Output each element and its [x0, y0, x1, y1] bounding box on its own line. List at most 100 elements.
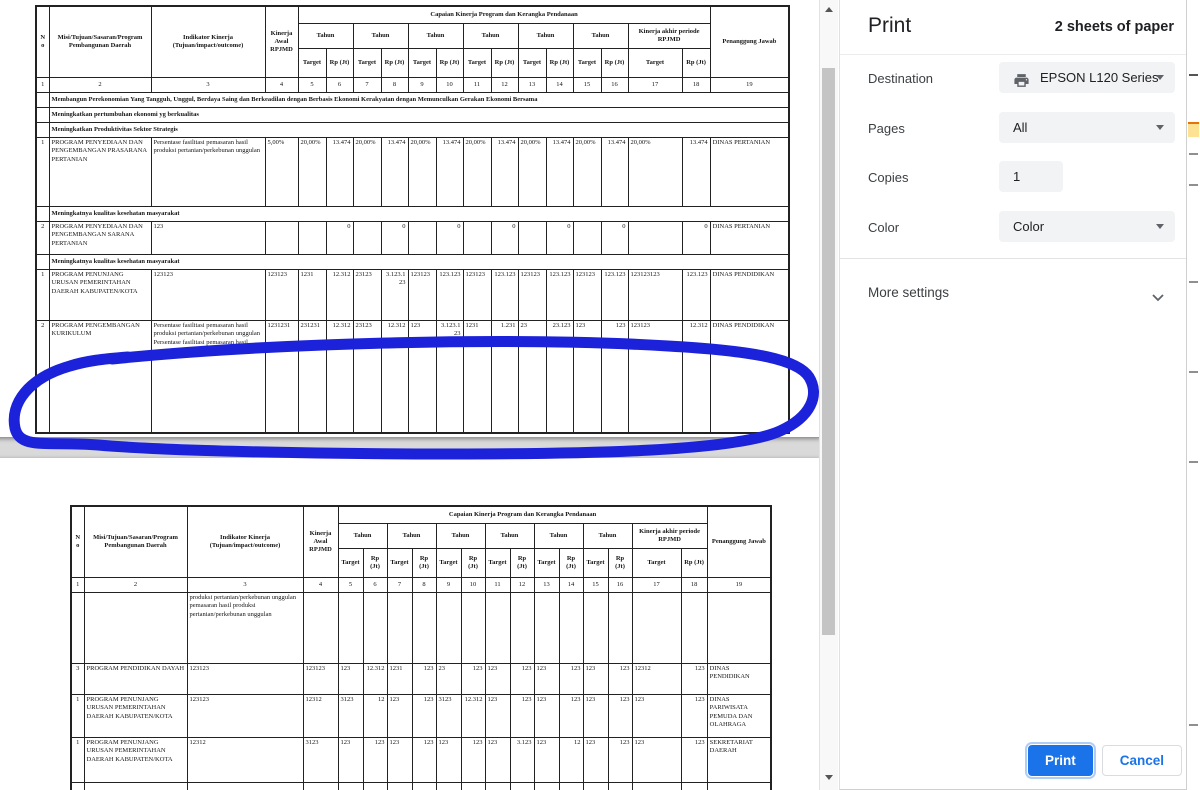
rp-cell: 3.123.123 — [380, 269, 409, 321]
target-cell: 20,00% — [572, 137, 602, 207]
divider — [840, 258, 1186, 259]
no-cell: 1 — [70, 737, 85, 783]
no-cell — [35, 206, 50, 222]
rp-cell — [607, 782, 633, 790]
section-row: Meningkatnya kualitas kesehatan masyarak… — [35, 206, 790, 222]
rp-cell: 12.312 — [380, 320, 409, 433]
column-number: 11 — [462, 77, 492, 93]
target-cell: 23 — [517, 320, 547, 433]
more-settings-toggle[interactable]: More settings — [840, 276, 1186, 312]
column-number: 16 — [600, 77, 629, 93]
scrollbar-thumb[interactable] — [822, 68, 835, 635]
column-number: 18 — [680, 577, 708, 593]
program-cell: PROGRAM PENUNJANG URUSAN PEMERINTAHAN DA… — [48, 269, 152, 321]
background-page-edge — [1186, 0, 1200, 790]
column-header: Rp (Jt) — [509, 548, 535, 578]
cancel-button[interactable]: Cancel — [1101, 745, 1182, 776]
table-row: produksi pertanian/perkebunan unggulan p… — [70, 592, 772, 664]
copies-input[interactable] — [999, 161, 1063, 192]
target-cell: 3123 — [337, 694, 364, 738]
rp-cell — [411, 592, 437, 664]
target-cell: 20,00% — [462, 137, 492, 207]
table-header-row: Target Rp (Jt) Target Rp (Jt) Target Rp (Jt) T… — [36, 48, 789, 78]
column-header: Rp (Jt) — [490, 48, 519, 78]
chevron-down-icon — [1156, 224, 1164, 229]
rp-cell: 123.123 — [490, 269, 519, 321]
column-header: Penanggung Jawab — [709, 5, 790, 78]
target-cell: 123123 — [517, 269, 547, 321]
scroll-down-arrow-icon[interactable] — [825, 775, 833, 780]
column-header: Rp (Jt) — [325, 48, 354, 78]
column-header: Tahun — [582, 523, 633, 549]
program-cell — [83, 782, 188, 790]
column-number: 3 — [186, 577, 304, 593]
indicator-cell: Persentase fasilitasi pemasaran hasil pr… — [150, 137, 266, 207]
column-number: 14 — [558, 577, 584, 593]
target-cell — [631, 782, 682, 790]
no-cell: 2 — [35, 320, 50, 433]
rp-cell: 123 — [680, 663, 708, 695]
baseline-cell — [302, 782, 339, 790]
column-number: 3 — [150, 77, 266, 93]
rp-cell — [680, 592, 708, 664]
pages-dropdown[interactable]: All — [999, 112, 1175, 143]
section-row: Meningkatkan pertumbuhan ekonomi yg berk… — [35, 107, 790, 123]
column-header: No — [35, 5, 50, 78]
rp-cell: 12.312 — [325, 269, 354, 321]
responsible-agency-cell: SEKRETARIAT DAERAH — [706, 737, 772, 783]
table-row: 2 PROGRAM PENGEMBANGAN KURIKULUM Persentas… — [35, 320, 790, 433]
program-cell: PROGRAM PENYEDIAAN DAN PENGEMBANGAN SARA… — [48, 221, 152, 255]
table-header-row: Tahun Tahun Tahun Tahun Tahun Tahun Kinerja ak… — [36, 23, 789, 49]
chevron-down-icon — [1152, 289, 1164, 307]
no-cell: 1 — [35, 137, 50, 207]
responsible-agency-cell: DINAS PENDIDIKAN — [706, 663, 772, 695]
rp-cell: 123 — [460, 663, 486, 695]
rp-cell: 123 — [411, 737, 437, 783]
preview-scrollbar[interactable] — [819, 0, 838, 790]
color-dropdown[interactable]: Color — [999, 211, 1175, 242]
indicator-cell: 12312 — [186, 737, 304, 783]
column-number: 14 — [545, 77, 574, 93]
print-button[interactable]: Print — [1027, 745, 1093, 776]
destination-dropdown[interactable]: EPSON L120 Series — [999, 62, 1175, 93]
column-header: Target — [297, 48, 327, 78]
column-header: Capaian Kinerja Program dan Kerangka Pen… — [337, 505, 708, 524]
target-cell: 231231 — [297, 320, 327, 433]
target-cell — [337, 782, 364, 790]
column-header: Capaian Kinerja Program dan Kerangka Pen… — [297, 5, 711, 24]
target-cell: 123 — [631, 694, 682, 738]
table-edge-fragment — [1189, 461, 1198, 463]
column-header: Rp (Jt) — [380, 48, 409, 78]
column-header: Target — [435, 548, 462, 578]
target-cell — [462, 221, 492, 255]
rp-cell — [558, 592, 584, 664]
responsible-agency-cell: DINAS PERTANIAN — [709, 221, 790, 255]
target-cell: 123 — [533, 663, 560, 695]
target-cell: 20,00% — [352, 137, 382, 207]
table-edge-fragment — [1189, 371, 1198, 373]
responsible-agency-cell: DINAS PENDIDIKAN — [709, 320, 790, 433]
column-number: 15 — [582, 577, 609, 593]
target-cell: 123 — [533, 694, 560, 738]
rp-cell: 23.123 — [545, 320, 574, 433]
target-cell: 123 — [386, 694, 413, 738]
rp-cell: 0 — [600, 221, 629, 255]
target-cell: 20,00% — [297, 137, 327, 207]
column-number-row: 1 2 3 4 5 6 7 8 9 10 11 12 13 14 15 16 17 18 19 — [70, 577, 772, 593]
table-edge-fragment — [1189, 184, 1198, 186]
rp-cell: 12 — [558, 737, 584, 783]
column-header: Rp (Jt) — [680, 548, 708, 578]
table-edge-fragment — [1189, 74, 1198, 76]
column-header: Target — [533, 548, 560, 578]
column-number: 19 — [706, 577, 772, 593]
responsible-agency-cell: DINAS PARIWISATA PEMUDA DAN OLAHRAGA — [706, 694, 772, 738]
column-number: 4 — [264, 77, 299, 93]
rp-cell: 12.312 — [325, 320, 354, 433]
target-cell: 123 — [407, 320, 437, 433]
table-edge-fragment — [1189, 153, 1198, 155]
scroll-up-arrow-icon[interactable] — [825, 7, 833, 12]
print-settings-panel: Print 2 sheets of paper Destination EPSO… — [839, 0, 1186, 790]
rp-cell: 123.123 — [435, 269, 464, 321]
table-row: 3 PROGRAM PENDIDIKAN DAYAH 123123 123123 123… — [70, 663, 772, 695]
baseline-cell: 12312 — [302, 694, 339, 738]
